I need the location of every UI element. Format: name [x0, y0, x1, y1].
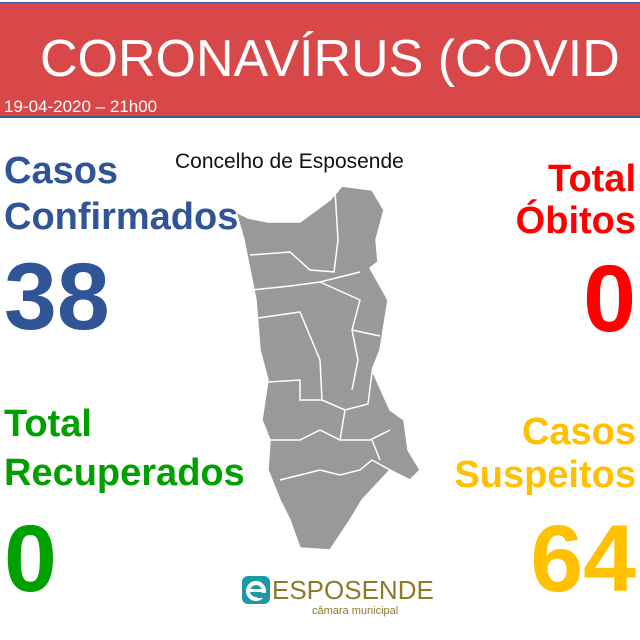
deaths-label-1: Total [548, 158, 636, 200]
deaths-value: 0 [583, 246, 636, 352]
suspected-value: 64 [530, 506, 636, 612]
suspected-label-1: Casos [521, 411, 636, 453]
confirmed-label-2: Confirmados [4, 196, 239, 238]
parish-borders [249, 189, 391, 481]
map-outline [234, 185, 421, 551]
recovered-label-1: Total [4, 403, 92, 445]
recovered-label-2: Recuperados [4, 452, 245, 494]
confirmed-label-1: Casos [4, 150, 119, 192]
confirmed-value: 38 [4, 244, 110, 350]
map-title: Concelho de Esposende [175, 150, 404, 173]
header-banner: CORONAVÍRUS (COVID 19-04-2020 – 21h00 [0, 2, 640, 118]
logo-brand: ESPOSENDE [272, 575, 434, 605]
logo-e-icon [242, 576, 270, 604]
esposende-logo: ESPOSENDE câmara municipal [242, 574, 434, 618]
report-date: 19-04-2020 – 21h00 [4, 97, 158, 116]
suspected-label-2: Suspeitos [454, 454, 636, 496]
deaths-label-2: Óbitos [515, 200, 636, 242]
page-title: CORONAVÍRUS (COVID [40, 30, 620, 88]
recovered-value: 0 [4, 506, 57, 612]
logo-subtitle: câmara municipal [312, 605, 399, 617]
